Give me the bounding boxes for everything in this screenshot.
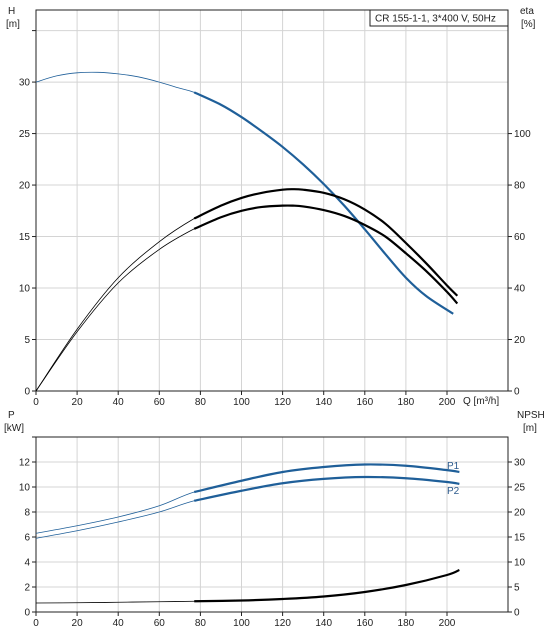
top-right-axis-label-line1: eta xyxy=(520,6,534,17)
left-tick-label: 25 xyxy=(19,129,31,140)
right-tick-label: 30 xyxy=(514,458,526,469)
x-tick-label: 180 xyxy=(398,618,415,626)
bottom-left-ticks: 0 2 4 6 8 10 12 xyxy=(19,436,36,619)
right-tick-label: 25 xyxy=(514,483,526,494)
top-frame xyxy=(35,9,509,392)
x-tick-label: 140 xyxy=(315,397,332,408)
x-tick-label: 120 xyxy=(274,397,291,408)
chart-title-box: CR 155-1-1, 3*400 V, 50Hz xyxy=(369,9,509,27)
chart-title-frame xyxy=(369,9,509,27)
top-left-axis-label-line2: [m] xyxy=(6,19,20,30)
bottom-right-ticks: 0 5 10 15 20 25 30 xyxy=(508,458,526,619)
top-series-0-operating-line xyxy=(193,91,454,315)
x-tick-label: 140 xyxy=(315,618,332,626)
left-tick-label: 12 xyxy=(19,458,31,469)
x-tick-label: 200 xyxy=(439,397,456,408)
right-tick-label: 20 xyxy=(514,508,526,519)
chart-title: CR 155-1-1, 3*400 V, 50Hz xyxy=(375,14,496,25)
top-x-axis-label: Q [m³/h] xyxy=(463,396,499,407)
left-tick-label: 15 xyxy=(19,232,31,243)
left-tick-label: 2 xyxy=(24,583,30,594)
x-tick-label: 0 xyxy=(33,618,39,626)
top-plot-border xyxy=(35,9,509,392)
left-tick-label: 4 xyxy=(24,558,30,569)
right-tick-label: 80 xyxy=(514,181,526,192)
top-x-ticks: 0 20 40 60 80 100 120 140 160 180 200 xyxy=(33,391,456,408)
series-label-p2: P2 xyxy=(447,486,460,497)
bottom-plot-border xyxy=(35,436,509,613)
bottom-series-2-operating-line xyxy=(194,568,460,603)
right-tick-label: 10 xyxy=(514,558,526,569)
bottom-series-0-operating-line xyxy=(193,463,460,494)
top-right-ticks: 0 20 40 60 80 100 xyxy=(508,129,531,398)
bottom-x-ticks: 0 20 40 60 80 100 120 140 160 180 200 xyxy=(33,612,456,626)
x-tick-label: 100 xyxy=(233,618,250,626)
left-tick-label: 0 xyxy=(24,387,30,398)
left-tick-label: 8 xyxy=(24,508,30,519)
bottom-left-axis-label-line2: [kW] xyxy=(4,423,24,434)
top-curves xyxy=(35,71,459,392)
bottom-series-1-operating-line xyxy=(194,475,460,502)
right-tick-label: 100 xyxy=(514,129,531,140)
top-series-1-operating-line xyxy=(193,188,459,297)
right-tick-label: 0 xyxy=(514,387,520,398)
right-tick-label: 60 xyxy=(514,232,526,243)
x-tick-label: 160 xyxy=(356,618,373,626)
x-tick-label: 60 xyxy=(154,618,166,626)
left-tick-label: 5 xyxy=(24,335,30,346)
series-label-p1: P1 xyxy=(447,461,460,472)
x-tick-label: 180 xyxy=(398,397,415,408)
bottom-curves xyxy=(35,463,460,604)
x-tick-label: 40 xyxy=(113,618,125,626)
bottom-right-axis-label-line1: NPSH xyxy=(517,410,545,421)
x-tick-label: 120 xyxy=(274,618,291,626)
right-tick-label: 5 xyxy=(514,583,520,594)
left-tick-label: 30 xyxy=(19,78,31,89)
x-tick-label: 20 xyxy=(72,397,84,408)
right-tick-label: 15 xyxy=(514,533,526,544)
right-tick-label: 0 xyxy=(514,608,520,619)
right-tick-label: 20 xyxy=(514,335,526,346)
top-left-axis-label-line1: H xyxy=(8,6,15,17)
left-tick-label: 10 xyxy=(19,284,31,295)
bottom-right-axis-label-line2: [m] xyxy=(523,423,537,434)
bottom-frame xyxy=(35,436,509,613)
x-tick-label: 80 xyxy=(195,397,207,408)
x-tick-label: 0 xyxy=(33,397,39,408)
left-tick-label: 6 xyxy=(24,533,30,544)
x-tick-label: 160 xyxy=(356,397,373,408)
left-tick-label: 20 xyxy=(19,181,31,192)
bottom-left-axis-label-line1: P xyxy=(8,410,15,421)
x-tick-label: 60 xyxy=(154,397,166,408)
x-tick-label: 20 xyxy=(72,618,84,626)
left-tick-label: 0 xyxy=(24,608,30,619)
right-tick-label: 40 xyxy=(514,284,526,295)
x-tick-label: 100 xyxy=(233,397,250,408)
x-tick-label: 80 xyxy=(195,618,207,626)
top-series-2-operating-line xyxy=(193,204,459,305)
top-left-ticks: 0 5 10 15 20 25 30 xyxy=(19,30,36,398)
left-tick-label: 10 xyxy=(19,483,31,494)
x-tick-label: 40 xyxy=(113,397,125,408)
x-tick-label: 200 xyxy=(439,618,456,626)
top-right-axis-label-line2: [%] xyxy=(521,19,536,30)
